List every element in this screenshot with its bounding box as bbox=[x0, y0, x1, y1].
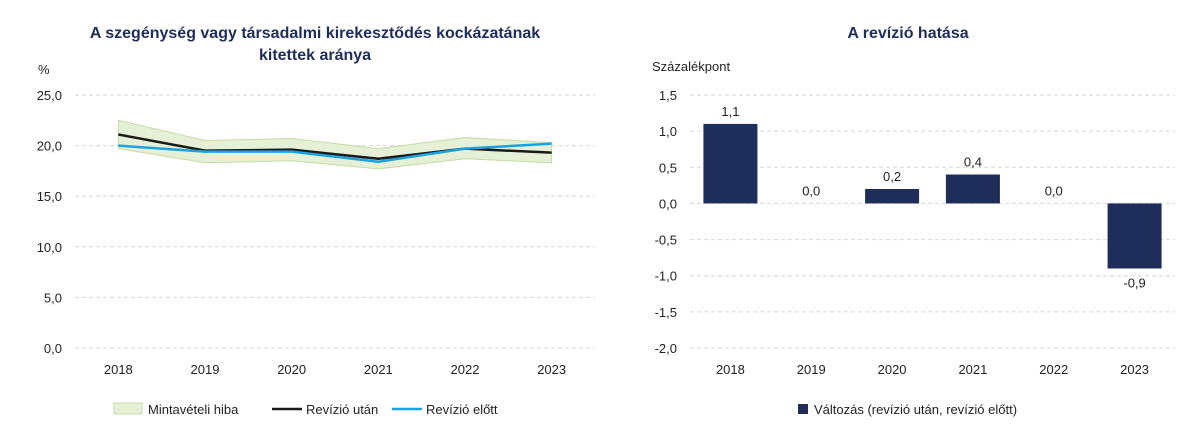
legend-label-sampling-error: Mintavételi hiba bbox=[148, 402, 239, 417]
right-y-tick-label: -0,5 bbox=[655, 233, 677, 248]
right-x-tick-label: 2022 bbox=[1039, 362, 1068, 377]
right-y-tick-label: -1,0 bbox=[655, 269, 677, 284]
right-plot-marks: 1,1 0,0 0,2 0,4 0,0 -0,9 bbox=[703, 104, 1162, 290]
sampling-error-band bbox=[117, 119, 553, 170]
left-plot-marks bbox=[117, 119, 553, 170]
right-x-tick-labels: 2018 2019 2020 2021 2022 2023 bbox=[716, 362, 1149, 377]
right-y-tick-label: 1,0 bbox=[659, 124, 677, 139]
change-bar-data-label: -0,9 bbox=[1123, 275, 1145, 290]
change-bar-data-label: 0,0 bbox=[802, 183, 820, 198]
change-bar bbox=[865, 188, 920, 204]
change-bar-data-label: 0,4 bbox=[964, 155, 982, 170]
change-bar-data-label: 1,1 bbox=[721, 104, 739, 119]
legend-swatch-sampling-error bbox=[113, 402, 143, 415]
left-chart: A szegénység vagy társadalmi kirekesztőd… bbox=[37, 25, 595, 377]
right-y-axis-unit: Százalékpont bbox=[652, 59, 730, 74]
left-y-tick-label: 0,0 bbox=[44, 341, 62, 356]
left-chart-title-line-1: A szegénység vagy társadalmi kirekesztőd… bbox=[90, 25, 540, 42]
right-x-tick-label: 2021 bbox=[958, 362, 987, 377]
right-y-tick-label: -2,0 bbox=[655, 341, 677, 356]
left-chart-title-line-2: kitettek aránya bbox=[259, 47, 371, 64]
change-bar bbox=[1107, 203, 1162, 269]
left-y-tick-labels: 0,0 5,0 10,0 15,0 20,0 25,0 bbox=[37, 88, 62, 356]
left-y-tick-label: 25,0 bbox=[37, 88, 62, 103]
legend-label-after-revision: Revízió után bbox=[306, 402, 378, 417]
change-bar-data-label: 0,2 bbox=[883, 169, 901, 184]
legend-label-before-revision: Revízió előtt bbox=[426, 402, 498, 417]
legend-swatch-change bbox=[798, 404, 808, 414]
left-x-tick-label: 2023 bbox=[537, 362, 566, 377]
right-x-tick-label: 2019 bbox=[797, 362, 826, 377]
change-bar-data-label: 0,0 bbox=[1045, 183, 1063, 198]
right-y-tick-label: 0,0 bbox=[659, 196, 677, 211]
left-x-tick-label: 2020 bbox=[277, 362, 306, 377]
right-chart-title: A revízió hatása bbox=[847, 25, 968, 42]
left-legend: Mintavételi hiba Revízió után Revízió el… bbox=[113, 402, 498, 417]
change-bar bbox=[945, 174, 1000, 204]
right-x-tick-label: 2023 bbox=[1120, 362, 1149, 377]
left-y-tick-label: 5,0 bbox=[44, 290, 62, 305]
left-x-tick-label: 2021 bbox=[364, 362, 393, 377]
right-y-tick-label: 0,5 bbox=[659, 160, 677, 175]
right-gridlines bbox=[690, 94, 1175, 349]
left-x-tick-label: 2018 bbox=[104, 362, 133, 377]
after-revision-line bbox=[118, 133, 552, 161]
change-bar bbox=[703, 123, 758, 204]
left-x-tick-label: 2019 bbox=[191, 362, 220, 377]
right-y-tick-labels: -2,0 -1,5 -1,0 -0,5 0,0 0,5 1,0 1,5 bbox=[655, 88, 677, 356]
left-x-tick-label: 2022 bbox=[451, 362, 480, 377]
left-x-tick-labels: 2018 2019 2020 2021 2022 2023 bbox=[104, 362, 566, 377]
left-y-axis-unit: % bbox=[38, 62, 50, 77]
left-y-tick-label: 10,0 bbox=[37, 240, 62, 255]
left-y-tick-label: 20,0 bbox=[37, 139, 62, 154]
left-y-tick-label: 15,0 bbox=[37, 189, 62, 204]
right-y-tick-label: 1,5 bbox=[659, 88, 677, 103]
before-revision-line bbox=[118, 142, 552, 164]
legend-label-change: Változás (revízió után, revízió előtt) bbox=[814, 402, 1017, 417]
right-chart: A revízió hatása Százalékpont -2,0 -1,5 -1… bbox=[652, 25, 1175, 377]
right-legend: Változás (revízió után, revízió előtt) bbox=[798, 402, 1017, 417]
right-x-tick-label: 2020 bbox=[878, 362, 907, 377]
right-y-tick-label: -1,5 bbox=[655, 305, 677, 320]
right-x-tick-label: 2018 bbox=[716, 362, 745, 377]
